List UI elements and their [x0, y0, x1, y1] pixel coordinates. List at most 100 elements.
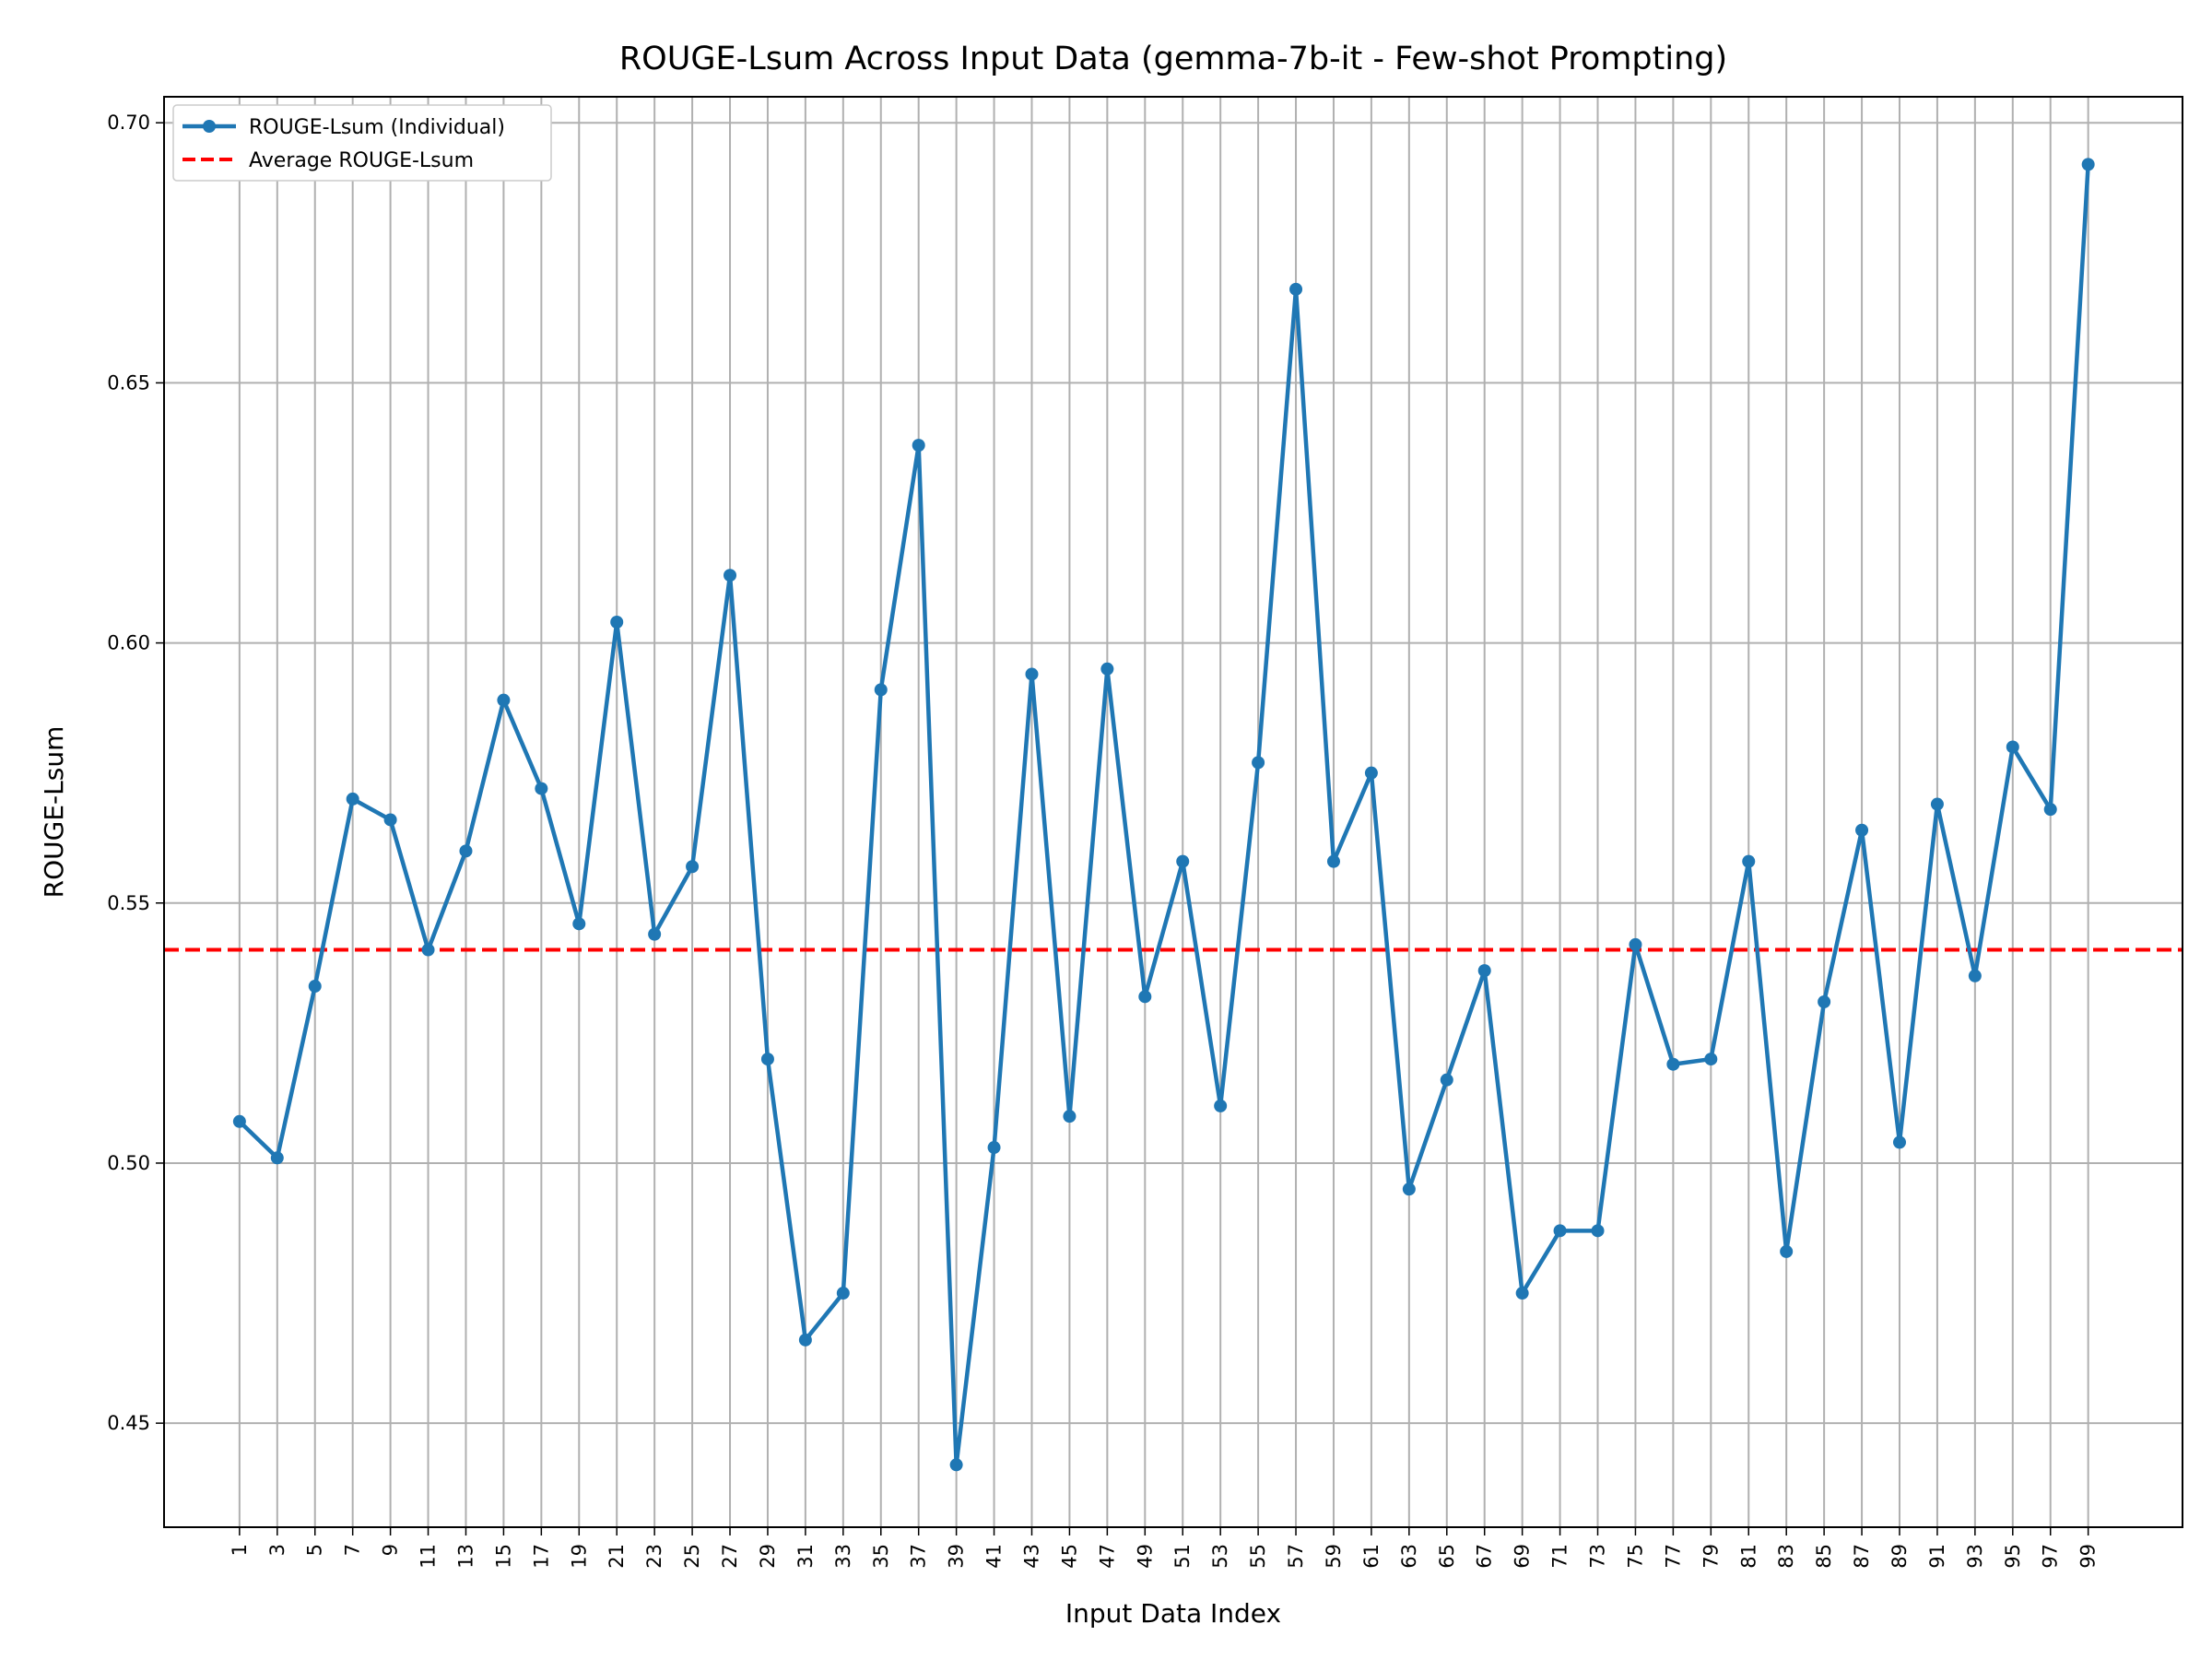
x-tick-label: 19 — [568, 1544, 590, 1569]
data-point — [1176, 854, 1190, 868]
data-point — [2043, 803, 2057, 817]
x-tick-label: 25 — [681, 1544, 703, 1569]
x-tick-label: 71 — [1549, 1544, 1571, 1569]
data-point — [1138, 990, 1152, 1004]
data-point — [2081, 158, 2095, 171]
data-point — [1063, 1110, 1077, 1124]
x-tick-label: 23 — [643, 1544, 665, 1569]
y-tick-label: 0.60 — [107, 632, 150, 654]
y-tick-label: 0.45 — [107, 1412, 150, 1434]
x-tick-label: 89 — [1888, 1544, 1911, 1569]
x-axis-ticks: 1 3 5 7 9 11 13 15 17 19 21 23 25 27 29 31 33 35 37 39 41 43 4… — [229, 1527, 2100, 1569]
data-point — [1855, 823, 1869, 837]
data-point — [1515, 1287, 1529, 1300]
x-tick-label: 17 — [530, 1544, 552, 1569]
x-tick-label: 47 — [1096, 1544, 1118, 1569]
x-tick-label: 55 — [1247, 1544, 1269, 1569]
data-point — [1591, 1224, 1605, 1238]
data-point — [535, 782, 548, 795]
x-tick-label: 3 — [266, 1544, 288, 1556]
x-tick-label: 93 — [1964, 1544, 1986, 1569]
y-axis-ticks: 0.45 0.50 0.55 0.60 0.65 0.70 — [107, 112, 164, 1434]
x-tick-label: 91 — [1926, 1544, 1948, 1569]
x-tick-label: 43 — [1020, 1544, 1042, 1569]
data-point — [760, 1053, 774, 1066]
data-point — [1364, 766, 1378, 780]
data-point — [1289, 282, 1303, 296]
data-point — [2006, 740, 2019, 754]
data-point — [1629, 937, 1642, 951]
data-point — [421, 943, 435, 957]
data-point — [686, 860, 700, 874]
x-tick-label: 53 — [1209, 1544, 1231, 1569]
x-tick-label: 85 — [1813, 1544, 1835, 1569]
x-tick-label: 27 — [719, 1544, 741, 1569]
data-point — [459, 844, 473, 858]
x-tick-label: 9 — [380, 1544, 402, 1556]
x-tick-label: 13 — [454, 1544, 477, 1569]
data-point — [874, 683, 888, 697]
x-tick-label: 57 — [1285, 1544, 1307, 1569]
x-tick-label: 39 — [946, 1544, 968, 1569]
legend-marker-individual — [203, 120, 216, 133]
series-line-individual — [238, 164, 2090, 1467]
data-point — [497, 693, 511, 707]
x-tick-label: 81 — [1737, 1544, 1759, 1569]
data-point — [724, 569, 737, 582]
legend: ROUGE-Lsum (Individual) Average ROUGE-Ls… — [172, 104, 552, 182]
data-point — [1214, 1099, 1228, 1112]
legend-entry-individual: ROUGE-Lsum (Individual) — [249, 116, 505, 139]
data-point — [610, 616, 624, 629]
y-tick-label: 0.70 — [107, 112, 150, 134]
x-tick-label: 83 — [1775, 1544, 1797, 1569]
x-tick-label: 49 — [1134, 1544, 1156, 1569]
grid — [164, 97, 2183, 1527]
data-point — [798, 1333, 812, 1347]
data-point — [308, 980, 322, 994]
data-point — [1025, 667, 1039, 681]
data-point — [572, 917, 586, 931]
y-tick-label: 0.65 — [107, 371, 150, 394]
plot-frame — [163, 96, 2183, 1528]
x-tick-label: 37 — [908, 1544, 930, 1569]
x-tick-label: 73 — [1587, 1544, 1609, 1569]
data-point — [1818, 994, 1831, 1008]
x-tick-label: 67 — [1474, 1544, 1496, 1569]
y-axis-label: ROUGE-Lsum — [39, 726, 69, 899]
x-tick-label: 75 — [1624, 1544, 1646, 1569]
data-point — [1968, 969, 1982, 982]
data-point — [1704, 1053, 1718, 1066]
x-tick-label: 21 — [606, 1544, 628, 1569]
data-point — [346, 792, 359, 806]
x-tick-label: 65 — [1436, 1544, 1458, 1569]
data-point — [1553, 1224, 1567, 1238]
data-point — [1440, 1073, 1453, 1087]
x-tick-label: 45 — [1058, 1544, 1080, 1569]
x-tick-label: 99 — [2077, 1544, 2100, 1569]
data-point — [1930, 797, 1944, 811]
legend-box — [172, 104, 552, 182]
x-tick-label: 69 — [1512, 1544, 1534, 1569]
x-tick-label: 11 — [418, 1544, 440, 1569]
y-tick-label: 0.55 — [107, 892, 150, 914]
x-tick-label: 79 — [1700, 1544, 1722, 1569]
data-point — [648, 927, 662, 941]
data-point — [1780, 1244, 1794, 1258]
data-point — [1477, 964, 1491, 978]
x-tick-label: 87 — [1851, 1544, 1873, 1569]
y-tick-label: 0.50 — [107, 1152, 150, 1174]
x-tick-label: 41 — [983, 1544, 1006, 1569]
data-point — [1252, 756, 1265, 770]
x-tick-label: 59 — [1323, 1544, 1345, 1569]
x-tick-label: 1 — [229, 1544, 251, 1556]
x-tick-label: 35 — [870, 1544, 892, 1569]
data-point — [1666, 1057, 1680, 1071]
data-point — [987, 1141, 1001, 1155]
data-point — [1100, 662, 1114, 676]
x-axis-label: Input Data Index — [1065, 1598, 1281, 1629]
x-tick-label: 63 — [1398, 1544, 1420, 1569]
x-tick-label: 5 — [304, 1544, 326, 1556]
x-tick-label: 31 — [794, 1544, 817, 1569]
